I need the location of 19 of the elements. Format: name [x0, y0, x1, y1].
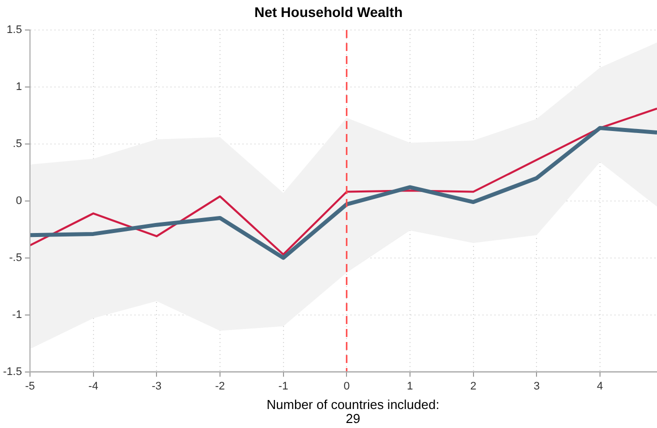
y-tick-label: 1 [16, 81, 22, 93]
x-tick-label: -4 [88, 380, 98, 392]
y-tick-label: 1.5 [6, 24, 22, 36]
x-tick-label: -1 [278, 380, 288, 392]
text: Number of countries included: 29 [266, 397, 440, 426]
y-tick-label: -.5 [9, 252, 22, 264]
x-tick-label: -3 [152, 380, 162, 392]
chart-title: Net Household Wealth [253, 4, 404, 20]
x-tick-label: 3 [534, 380, 540, 392]
y-tick-label: 0 [16, 194, 22, 207]
x-tick-label: -2 [215, 380, 225, 392]
x-tick-label: 4 [596, 380, 604, 392]
x-tick-label: -5 [25, 380, 35, 392]
x-tick-label: 0 [344, 380, 350, 392]
y-tick-label: -1.5 [2, 366, 22, 378]
x-tick-label: 2 [470, 380, 476, 392]
y-tick-label: .5 [12, 138, 22, 150]
x-tick-label: 1 [406, 380, 414, 392]
y-tick-label: -1 [12, 308, 22, 321]
